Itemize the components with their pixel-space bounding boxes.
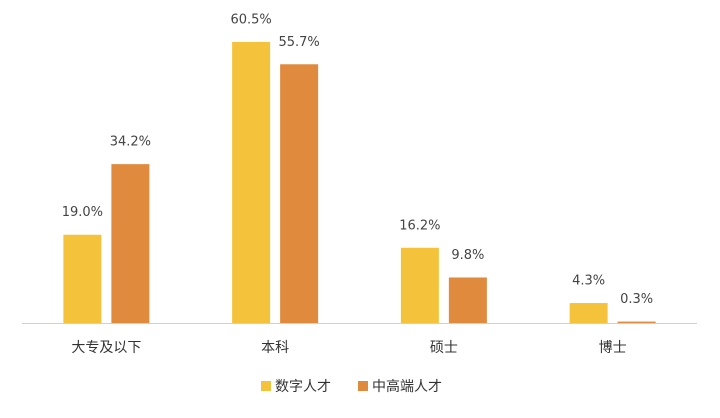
legend-label: 中高端人才	[372, 378, 442, 395]
bar	[63, 234, 102, 323]
value-label: 34.2%	[110, 135, 151, 150]
value-label: 60.5%	[230, 12, 271, 27]
x-tick-label: 本科	[261, 340, 289, 356]
bar	[617, 321, 656, 323]
bar	[400, 247, 439, 323]
value-label: 55.7%	[278, 35, 319, 50]
bar	[280, 64, 319, 323]
value-label: 9.8%	[451, 248, 484, 263]
value-label: 0.3%	[620, 292, 653, 307]
bar	[448, 277, 487, 323]
x-tick-label: 博士	[599, 339, 627, 356]
x-tick-label: 硕士	[430, 340, 458, 356]
value-label: 19.0%	[62, 205, 103, 220]
legend-swatch	[358, 381, 368, 391]
bar	[569, 303, 608, 323]
bar	[232, 41, 271, 323]
bar	[111, 164, 150, 323]
legend-label: 数字人才	[275, 379, 331, 395]
x-tick-label: 大专及以下	[71, 340, 141, 356]
legend-swatch	[261, 381, 271, 391]
value-label: 4.3%	[572, 274, 605, 289]
value-label: 16.2%	[399, 218, 440, 233]
